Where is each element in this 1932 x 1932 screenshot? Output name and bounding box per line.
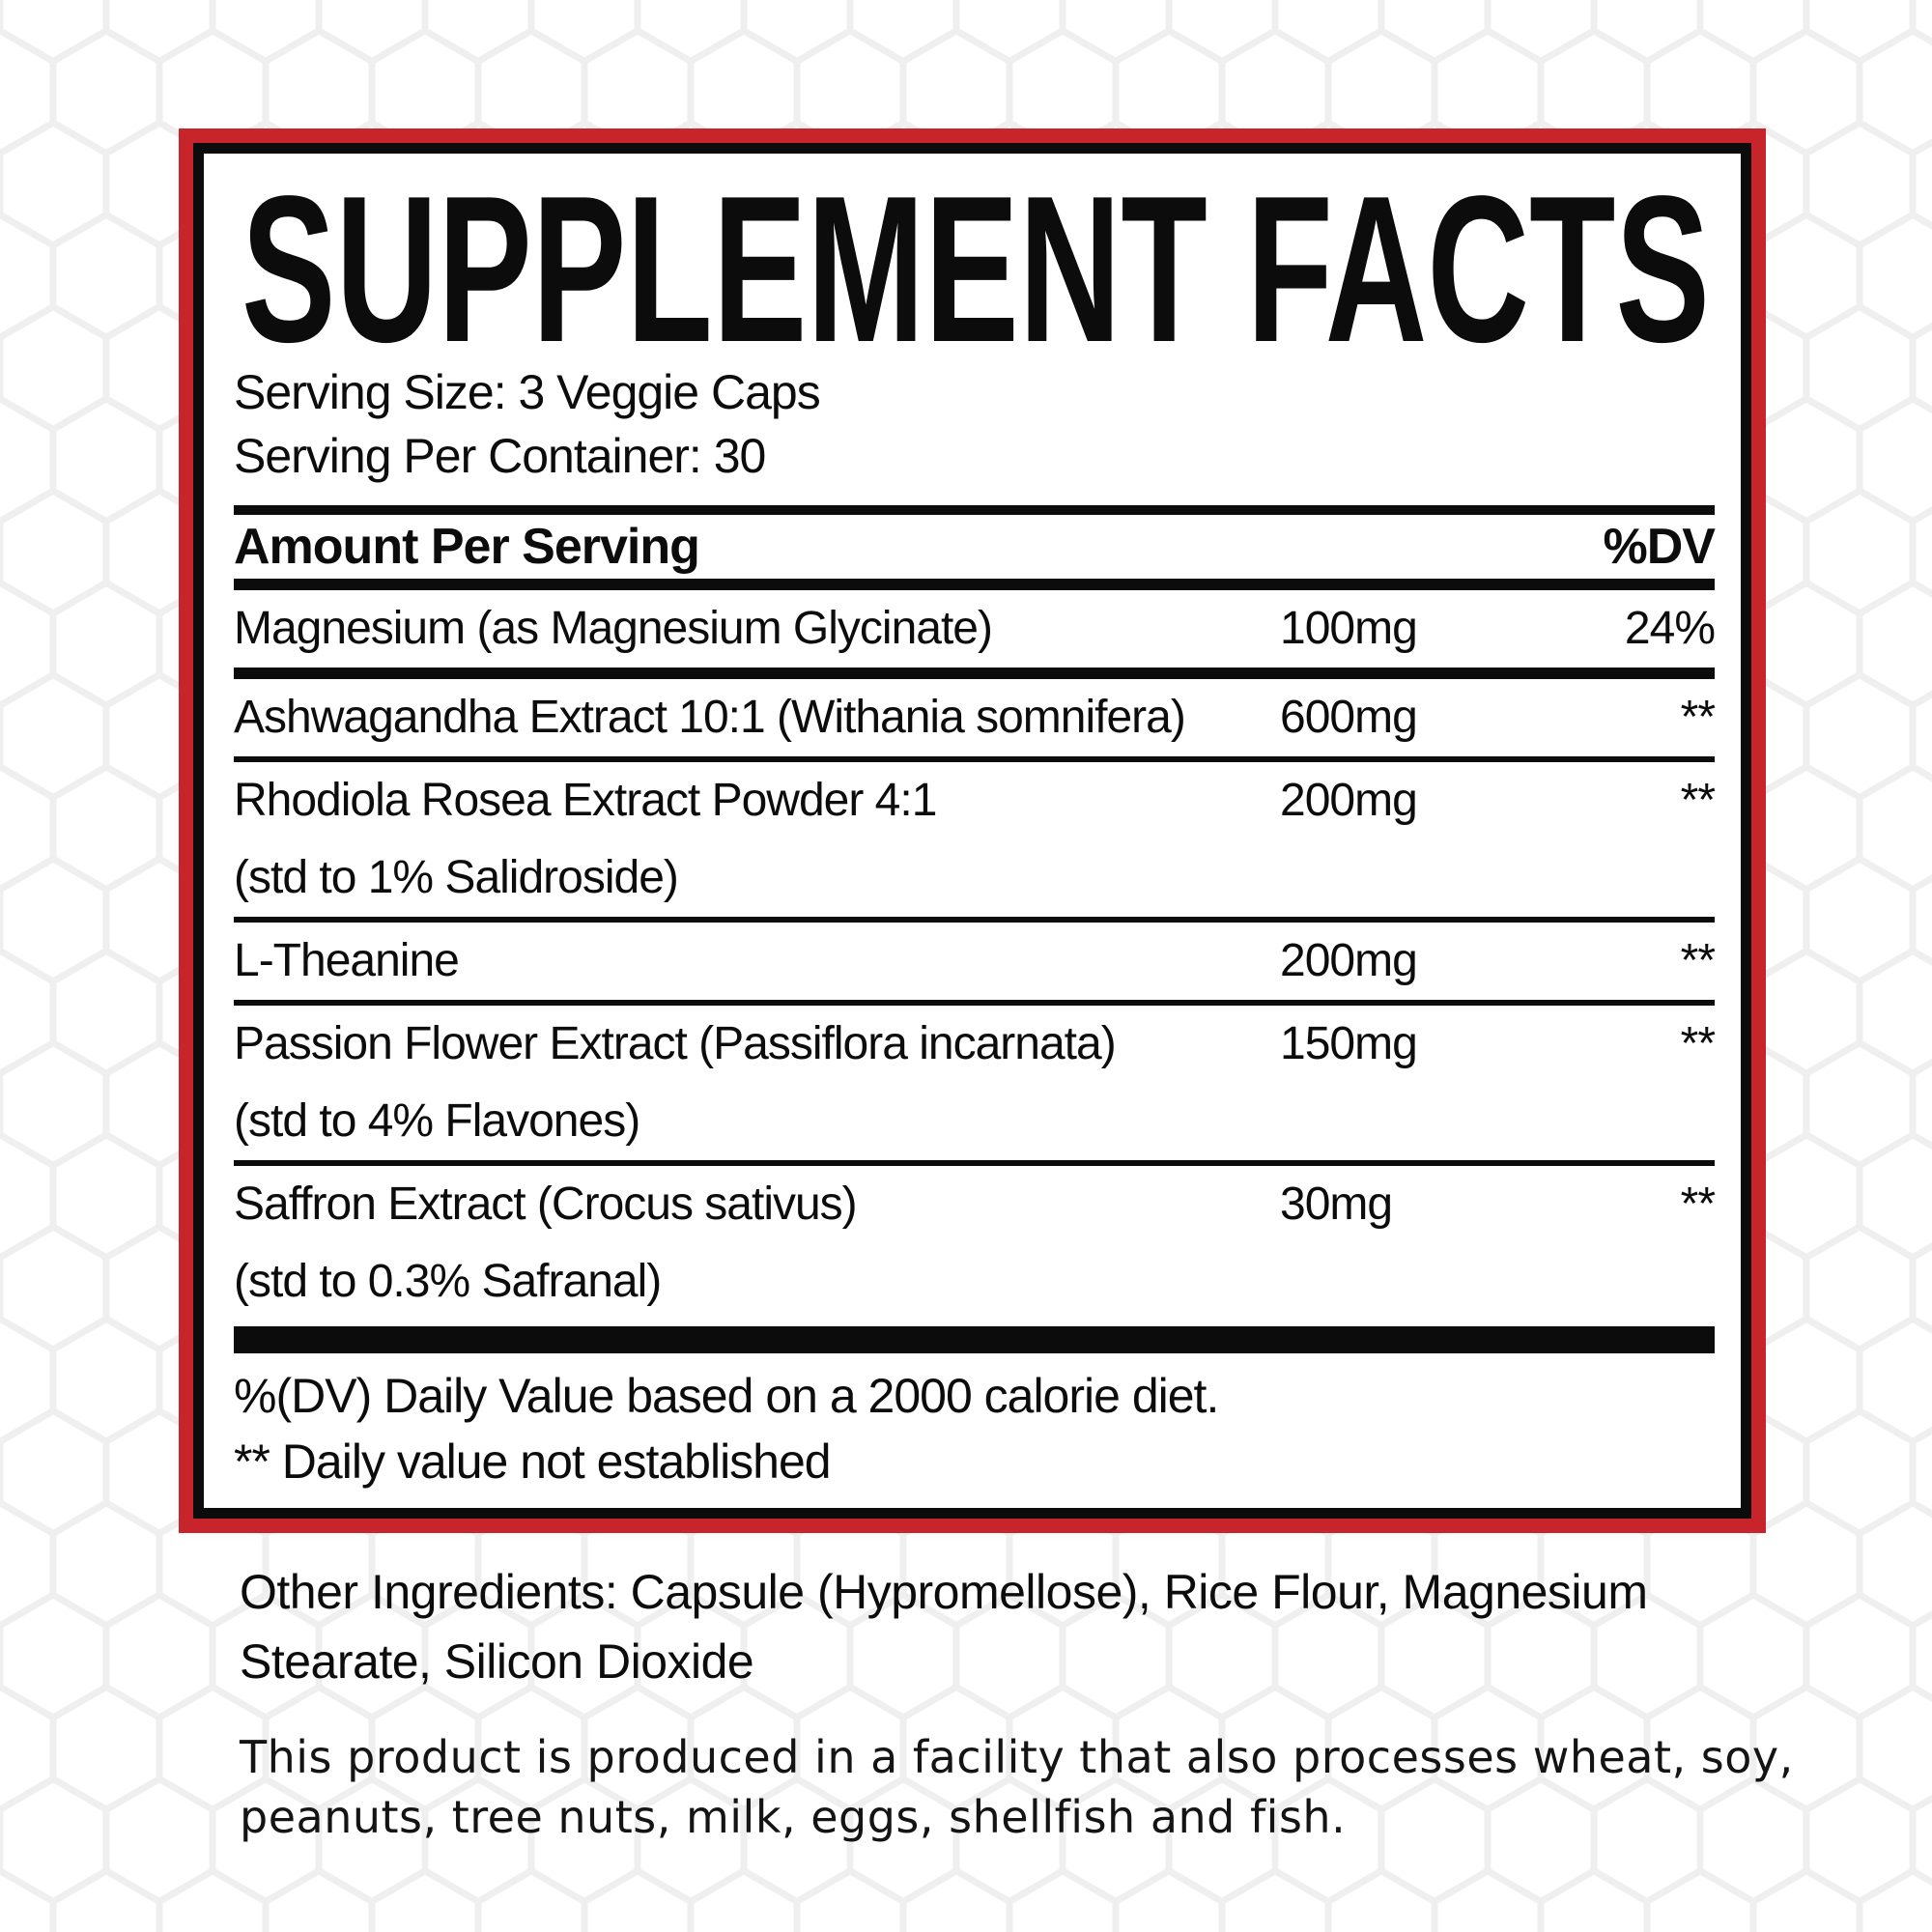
ingredient-row: Saffron Extract (Crocus sativus) (std to …: [234, 1166, 1716, 1321]
serving-info: Serving Size: 3 Veggie Caps Serving Per …: [234, 360, 1715, 488]
daily-value: **: [1680, 692, 1716, 743]
daily-value: **: [1680, 775, 1716, 826]
allergen-statement-text: This product is produced in a facility t…: [240, 1731, 1794, 1843]
ingredient-name: Ashwagandha Extract 10:1 (Withania somni…: [234, 692, 1186, 743]
divider: [234, 579, 1715, 590]
ingredient-standardization: (std to 4% Flavones): [234, 1095, 640, 1147]
table-header-row: Amount Per Serving %DV: [234, 515, 1716, 579]
other-ingredients-text: Other Ingredients: Capsule (Hypromellose…: [240, 1565, 1648, 1689]
servings-per-container-line: Serving Per Container: 30: [234, 429, 766, 483]
ingredient-name: L-Theanine: [234, 935, 460, 986]
serving-size-line: Serving Size: 3 Veggie Caps: [234, 365, 821, 419]
asterisk-footnote: ** Daily value not established: [234, 1435, 832, 1489]
divider: [234, 1160, 1715, 1166]
ingredient-standardization: (std to 1% Salidroside): [234, 852, 679, 903]
supplement-facts-inner-border: SUPPLEMENT FACTS Serving Size: 3 Veggie …: [193, 143, 1751, 1519]
daily-value: **: [1680, 935, 1716, 986]
divider: [234, 756, 1715, 762]
amount-value: 200mg: [1280, 775, 1418, 826]
title-svg: SUPPLEMENT FACTS: [242, 167, 1710, 360]
footnotes: %(DV) Daily Value based on a 2000 calori…: [234, 1363, 1715, 1494]
amount-per-serving-header: Amount Per Serving: [234, 519, 700, 575]
ingredient-row: Ashwagandha Extract 10:1 (Withania somni…: [234, 679, 1716, 756]
ingredient-rows: Magnesium (as Magnesium Glycinate) 100mg 2…: [234, 590, 1716, 1321]
ingredient-name: Rhodiola Rosea Extract Powder 4:1 (std to…: [234, 762, 1280, 917]
amount-value: 200mg: [1280, 935, 1418, 986]
divider: [234, 917, 1715, 923]
ingredient-name: Passion Flower Extract (Passiflora incar…: [234, 1006, 1280, 1160]
ingredient-name: Saffron Extract (Crocus sativus) (std to …: [234, 1166, 1280, 1321]
ingredient-row: Magnesium (as Magnesium Glycinate) 100mg 2…: [234, 590, 1716, 668]
ingredient-row: L-Theanine 200mg **: [234, 923, 1716, 1000]
dv-footnote: %(DV) Daily Value based on a 2000 calori…: [234, 1369, 1219, 1423]
divider: [234, 505, 1715, 515]
amount-value: 150mg: [1280, 1018, 1418, 1069]
amount-value: 600mg: [1280, 692, 1418, 743]
divider: [234, 1000, 1715, 1006]
ingredient-row: Passion Flower Extract (Passiflora incar…: [234, 1006, 1716, 1160]
page-title: SUPPLEMENT FACTS: [242, 167, 1710, 360]
divider: [234, 668, 1715, 679]
daily-value: **: [1680, 1179, 1716, 1230]
ingredient-standardization: (std to 0.3% Safranal): [234, 1256, 662, 1307]
thick-divider-bar: [234, 1326, 1715, 1353]
amount-value: 30mg: [1280, 1179, 1393, 1230]
daily-value: **: [1680, 1018, 1716, 1069]
amount-value: 100mg: [1280, 603, 1418, 654]
supplement-facts-panel: SUPPLEMENT FACTS Serving Size: 3 Veggie …: [179, 128, 1766, 1533]
ingredient-name: Magnesium (as Magnesium Glycinate): [234, 603, 993, 654]
daily-value: 24%: [1624, 603, 1716, 654]
ingredient-row: Rhodiola Rosea Extract Powder 4:1 (std to…: [234, 762, 1716, 917]
dv-header: %DV: [1603, 519, 1716, 575]
